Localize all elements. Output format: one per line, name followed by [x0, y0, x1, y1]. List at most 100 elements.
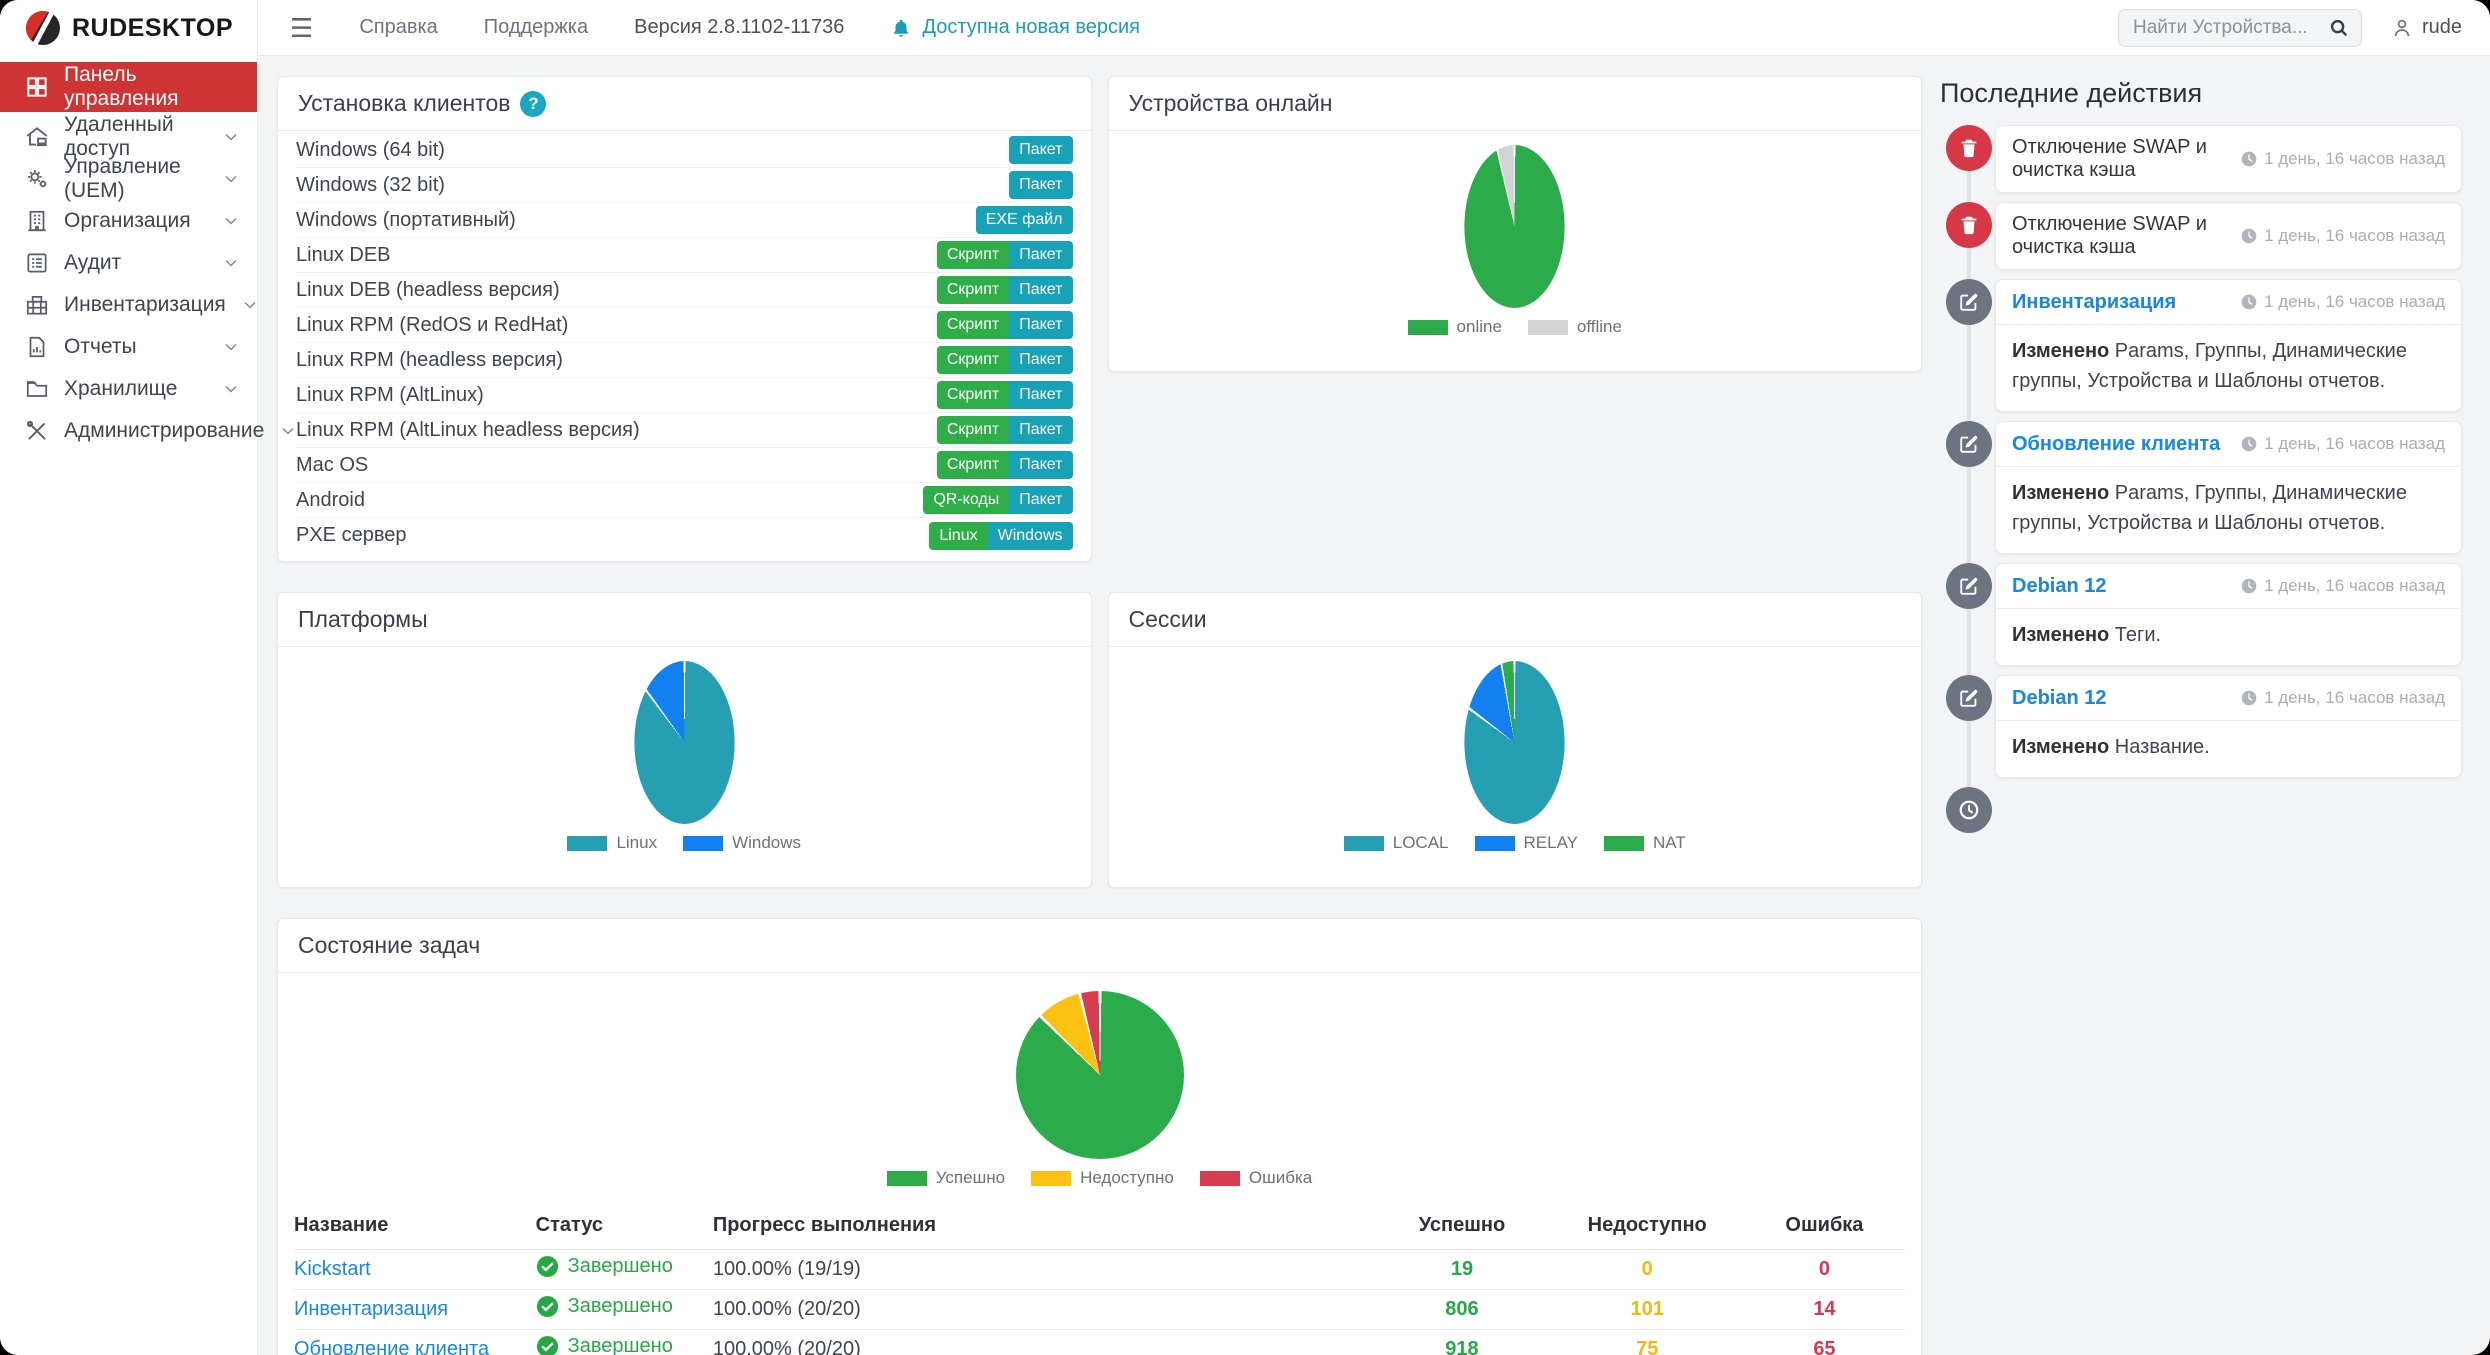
action-time: 1 день, 16 часов назад: [2241, 226, 2445, 246]
install-row: PXE сервер Linux Windows: [296, 518, 1073, 553]
package-badge[interactable]: Пакет: [1009, 451, 1073, 479]
package-badge[interactable]: Пакет: [1009, 381, 1073, 409]
install-row: Windows (32 bit) Пакет: [296, 168, 1073, 203]
action-link[interactable]: Обновление клиента: [2012, 432, 2221, 455]
script-badge[interactable]: Скрипт: [936, 451, 1010, 479]
package-badge[interactable]: Пакет: [1009, 276, 1073, 304]
legend-item: offline: [1527, 317, 1622, 337]
sessions-legend: LOCAL RELAY NAT: [1343, 833, 1686, 853]
action-time: 1 день, 16 часов назад: [2241, 576, 2445, 596]
help-question-icon[interactable]: ?: [520, 90, 547, 117]
exe-file-badge[interactable]: EXE файл: [975, 206, 1073, 234]
install-row: Linux RPM (AltLinux) Скрипт Пакет: [296, 378, 1073, 413]
clock-icon: [2241, 228, 2257, 244]
timeline-item: Debian 12 1 день, 16 часов назад Изменен…: [1946, 563, 2462, 666]
column-header-error: Ошибка: [1743, 1208, 1905, 1250]
script-badge[interactable]: Скрипт: [936, 346, 1010, 374]
card-title: Сессии: [1128, 606, 1207, 632]
install-os-label: Windows (портативный): [296, 208, 516, 231]
sidebar-item-label: Администрирование: [64, 419, 265, 442]
sidebar-item-label: Управление (UEM): [64, 155, 181, 202]
sidebar-item-dashboard[interactable]: Панель управления: [0, 62, 257, 112]
check-circle-icon: [536, 1335, 558, 1355]
chevron-down-icon: [221, 127, 241, 147]
report-chart-icon: [24, 334, 50, 360]
package-badge[interactable]: Пакет: [1009, 136, 1073, 164]
devices-online-pie-chart: [1464, 145, 1565, 308]
sidebar-item-uem[interactable]: Управление (UEM): [0, 155, 257, 202]
content-area: Установка клиентов ? Windows (64 bit) Па…: [258, 56, 2490, 1355]
script-badge[interactable]: Скрипт: [936, 416, 1010, 444]
action-link[interactable]: Debian 12: [2012, 686, 2107, 709]
action-card: Отключение SWAP и очистка кэша 1 день, 1…: [1995, 202, 2462, 270]
install-os-label: PXE сервер: [296, 524, 407, 546]
qr-codes-badge[interactable]: QR-коды: [923, 486, 1010, 514]
windows-badge[interactable]: Windows: [987, 521, 1073, 550]
package-badge[interactable]: Пакет: [1009, 486, 1073, 514]
action-time: 1 день, 16 часов назад: [2241, 434, 2445, 454]
linux-badge[interactable]: Linux: [929, 521, 988, 550]
install-os-label: Linux RPM (AltLinux headless версия): [296, 418, 640, 441]
brand-logo[interactable]: RUDESKTOP: [0, 0, 257, 56]
user-menu[interactable]: rude: [2390, 16, 2462, 40]
platforms-pie-chart: [634, 661, 735, 824]
sidebar-item-reports[interactable]: Отчеты: [0, 326, 257, 368]
install-os-label: Linux RPM (headless версия): [296, 348, 563, 371]
column-header-unavailable: Недоступно: [1550, 1208, 1744, 1250]
clock-icon: [2241, 690, 2257, 706]
hamburger-menu-icon[interactable]: ☰: [290, 12, 314, 43]
action-link[interactable]: Debian 12: [2012, 574, 2107, 597]
sidebar-item-storage[interactable]: Хранилище: [0, 368, 257, 410]
package-badge[interactable]: Пакет: [1009, 241, 1073, 269]
legend-item: online: [1407, 317, 1502, 337]
script-badge[interactable]: Скрипт: [936, 381, 1010, 409]
sidebar-item-label: Панель управления: [64, 63, 179, 110]
script-badge[interactable]: Скрипт: [936, 241, 1010, 269]
username-label: rude: [2421, 16, 2462, 38]
progress-value: 100.00% (20/20): [712, 1329, 1374, 1355]
sidebar-item-audit[interactable]: Аудит: [0, 242, 257, 284]
main-panel: Установка клиентов ? Windows (64 bit) Па…: [277, 76, 1922, 1355]
action-time: 1 день, 16 часов назад: [2241, 149, 2445, 169]
action-card: Debian 12 1 день, 16 часов назад Изменен…: [1995, 675, 2462, 778]
recent-actions-panel: Последние действия Отключение SWAP и очи…: [1922, 76, 2490, 1355]
tasks-legend: Успешно Недоступно Ошибка: [886, 1168, 1312, 1188]
task-link[interactable]: Обновление клиента: [294, 1338, 490, 1355]
error-count: 0: [1743, 1249, 1905, 1290]
install-row: Mac OS Скрипт Пакет: [296, 448, 1073, 483]
check-circle-icon: [536, 1255, 558, 1278]
platforms-legend: Linux Windows: [567, 833, 801, 853]
topbar: ☰ Справка Поддержка Версия 2.8.1102-1173…: [258, 0, 2490, 56]
sidebar-item-remote-access[interactable]: Удаленный доступ: [0, 113, 257, 160]
task-link[interactable]: Инвентаризация: [294, 1298, 449, 1320]
sidebar-item-administration[interactable]: Администрирование: [0, 410, 294, 452]
update-available-link[interactable]: Доступна новая версия: [890, 16, 1140, 39]
sidebar-item-organization[interactable]: Организация: [0, 200, 257, 242]
install-row: Linux RPM (headless версия) Скрипт Пакет: [296, 343, 1073, 378]
package-badge[interactable]: Пакет: [1009, 171, 1073, 199]
task-link[interactable]: Kickstart: [294, 1258, 371, 1280]
package-badge[interactable]: Пакет: [1009, 416, 1073, 444]
search-input[interactable]: [2117, 8, 2362, 47]
package-badge[interactable]: Пакет: [1009, 346, 1073, 374]
script-badge[interactable]: Скрипт: [936, 276, 1010, 304]
edit-icon: [1946, 563, 1992, 609]
tasks-pie-chart: [1015, 991, 1184, 1159]
help-link[interactable]: Справка: [359, 16, 438, 38]
package-badge[interactable]: Пакет: [1009, 311, 1073, 339]
search-icon[interactable]: [2328, 17, 2350, 39]
support-link[interactable]: Поддержка: [483, 16, 589, 38]
timeline-item: Отключение SWAP и очистка кэша 1 день, 1…: [1946, 125, 2462, 193]
sidebar-item-inventory[interactable]: Инвентаризация: [0, 284, 257, 326]
script-badge[interactable]: Скрипт: [936, 311, 1010, 339]
legend-swatch: [1031, 1170, 1072, 1186]
chevron-down-icon: [221, 337, 241, 357]
legend-label: Недоступно: [1080, 1168, 1174, 1187]
install-row: Linux DEB (headless версия) Скрипт Пакет: [296, 273, 1073, 308]
chevron-down-icon: [221, 253, 241, 273]
sidebar-item-label: Инвентаризация: [64, 293, 226, 316]
tasks-table-header-row: Название Статус Прогресс выполнения Успе…: [294, 1208, 1905, 1250]
action-link[interactable]: Инвентаризация: [2012, 290, 2177, 313]
tools-icon: [24, 418, 50, 444]
